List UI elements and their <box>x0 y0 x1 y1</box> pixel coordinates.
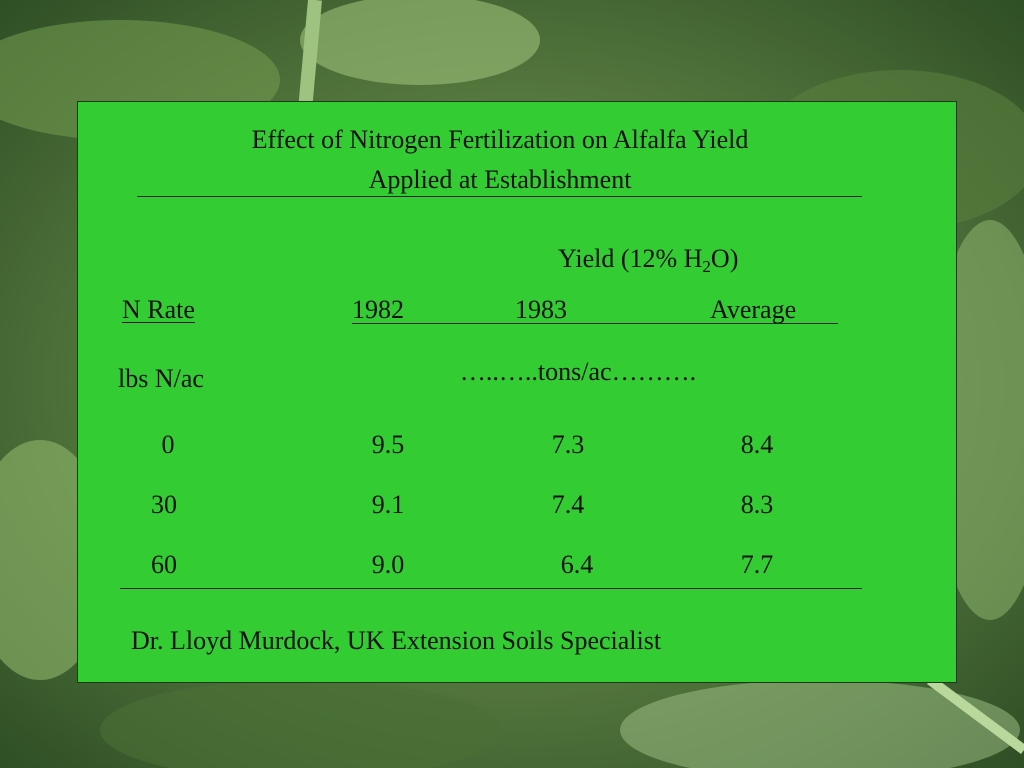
column-header: 1983 <box>515 295 567 324</box>
table-cell: 7.3 <box>551 430 585 459</box>
header-rule <box>352 323 838 324</box>
table-cell: 7.4 <box>551 490 585 519</box>
yield-header-text: Yield (12% H <box>558 244 703 273</box>
column-header: 1982 <box>352 295 404 324</box>
table-cell: 0 <box>161 430 175 459</box>
yield-header-subscript: 2 <box>702 257 711 276</box>
column-header: Average <box>710 295 797 324</box>
footer: Dr. Lloyd Murdock, UK Extension Soils Sp… <box>131 626 662 655</box>
unit-label: lbs N/ac <box>118 364 204 393</box>
table-cell: 9.1 <box>371 490 405 519</box>
title-line: Applied at Establishment <box>368 165 632 194</box>
unit-label: …..…..tons/ac………. <box>459 357 697 386</box>
table-rule <box>120 588 862 589</box>
table-cell: 8.4 <box>740 430 774 459</box>
table-cell: 7.7 <box>740 550 774 579</box>
table-cell: 9.5 <box>371 430 405 459</box>
title-rule <box>137 196 862 197</box>
yield-header: Yield (12% H2O) <box>558 244 739 276</box>
table-cell: 30 <box>151 490 177 519</box>
table-cell: 8.3 <box>740 490 774 519</box>
title-line: Effect of Nitrogen Fertilization on Alfa… <box>251 125 749 154</box>
yield-header-text: O) <box>710 244 739 273</box>
table-cell: 9.0 <box>371 550 405 579</box>
column-header: N Rate <box>122 295 195 324</box>
table-cell: 60 <box>151 550 177 579</box>
content-panel <box>77 101 957 683</box>
table-cell: 6.4 <box>560 550 594 579</box>
